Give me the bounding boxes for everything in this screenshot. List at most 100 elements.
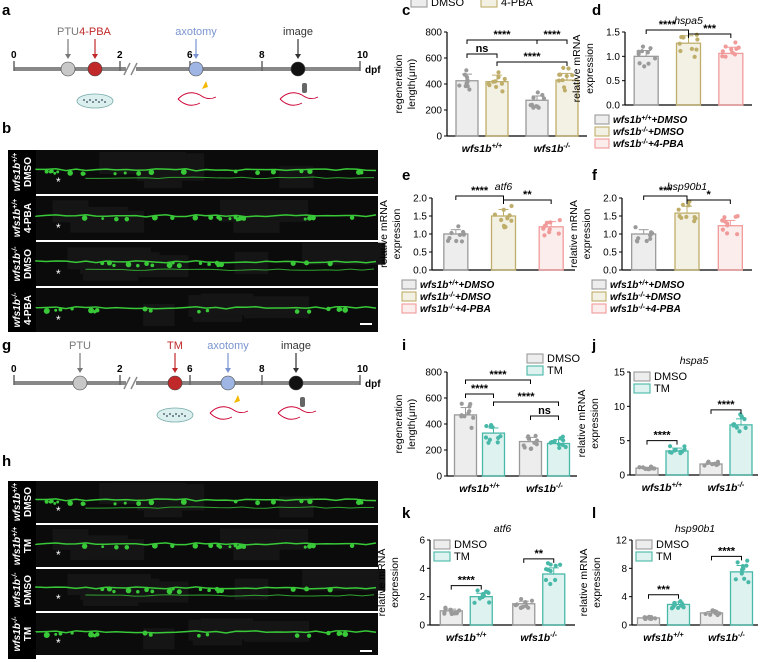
neuromast-bouton [151, 542, 158, 549]
neuromast-bouton [180, 168, 187, 175]
neuromast-bouton [342, 631, 349, 637]
neuromast-bouton [327, 261, 333, 267]
objective-icon [300, 397, 305, 407]
data-point [501, 207, 506, 212]
bar [718, 52, 744, 106]
data-point [645, 50, 650, 55]
timeline-tick-label: 8 [259, 50, 265, 61]
data-point [447, 236, 452, 241]
data-point [487, 600, 492, 605]
larva-icon [279, 92, 319, 106]
neuromast-bouton [270, 499, 276, 505]
data-point [723, 44, 728, 49]
neuromast-bouton [123, 171, 127, 175]
larva-icon [209, 406, 249, 420]
data-point [457, 83, 462, 88]
data-point [462, 72, 467, 77]
background-texture [112, 151, 187, 174]
neuromast-bouton [67, 170, 73, 176]
secondary-axon [85, 506, 375, 509]
data-point [556, 78, 562, 83]
timeline-a: 0 2 6 8 10 dpf PTU 4-PBA axotomy image [11, 26, 381, 109]
neuromast-bouton [207, 262, 211, 267]
significance-label: **** [523, 51, 541, 63]
y-tick-label: 1.5 [413, 212, 427, 223]
lateral-line-axon [35, 498, 377, 502]
neuromast-bouton [218, 587, 224, 594]
data-point [678, 599, 683, 604]
data-point [743, 425, 748, 430]
neuromast-bouton [124, 544, 130, 550]
egg-dot [95, 99, 97, 101]
chart-title: atf6 [494, 523, 512, 535]
y-tick-label: 4 [419, 564, 425, 575]
data-point [535, 104, 540, 109]
neuromast-bouton [218, 216, 223, 221]
data-point [695, 37, 700, 42]
significance-label: **** [659, 19, 677, 31]
legend-swatch [401, 303, 417, 314]
data-point [637, 61, 642, 66]
timeline-tick-label: 6 [187, 50, 193, 61]
data-point [454, 238, 459, 244]
data-point [529, 102, 535, 107]
data-point [667, 444, 673, 449]
data-point [679, 603, 684, 608]
y-axis-label: expression [391, 208, 403, 259]
data-point [490, 425, 495, 430]
data-point [449, 611, 454, 617]
data-point [496, 70, 501, 75]
y-tick-label: 2.0 [603, 194, 617, 205]
significance-label: **** [717, 399, 735, 411]
data-point [564, 73, 569, 79]
chart-c: 0 200 400 600 800 regeneration length(μm) ns ***… [393, 0, 587, 143]
data-point [703, 611, 708, 617]
data-point [457, 232, 463, 238]
neuromast-bouton [58, 631, 63, 636]
neuromast-bouton [208, 543, 214, 549]
x-category-label: wfs1b+/+ [643, 630, 684, 645]
significance-label: ** [534, 548, 543, 560]
neuromast-bouton [70, 631, 74, 635]
neuromast-bouton [336, 307, 342, 312]
data-point [723, 54, 728, 59]
neuromast-bouton [136, 170, 142, 176]
timeline-break-gap [126, 63, 136, 75]
y-tick-label: 0 [436, 132, 442, 143]
neuromast-bouton [56, 500, 60, 504]
timeline-label-axotomy: axotomy [175, 26, 217, 38]
data-point [449, 230, 454, 236]
neuromast-bouton [218, 261, 224, 268]
y-tick-label: 0.5 [413, 248, 427, 259]
neuromast-bouton [290, 260, 296, 266]
background-texture [80, 252, 160, 275]
neuromast-bouton [50, 499, 54, 504]
legend-swatch [594, 114, 610, 125]
neuromast-bouton [166, 262, 173, 269]
neuromast-bouton [192, 215, 199, 221]
data-point [468, 401, 473, 407]
neuromast-bouton [54, 632, 58, 636]
neuromast-bouton [192, 543, 199, 549]
micrograph-label-strip [8, 150, 36, 332]
legend-label: wfs1b-/-+4-PBA [420, 304, 491, 316]
timeline-label-ptu: PTU [69, 340, 91, 352]
legend-label: wfs1b+/++DMSO [420, 280, 495, 292]
data-point [680, 202, 686, 207]
data-point [548, 581, 553, 587]
neuromast-bouton [255, 500, 260, 506]
y-tick-label: 600 [425, 394, 442, 405]
neuromast-bouton [53, 171, 57, 175]
x-category-label: wfs1b-/- [534, 141, 571, 156]
neuromast-bouton [241, 216, 247, 221]
y-tick-label: 1.5 [603, 212, 617, 223]
y-tick-label: 2.0 [413, 194, 427, 205]
data-point [534, 438, 540, 443]
data-point [694, 32, 699, 37]
data-point [528, 446, 534, 451]
data-point [633, 225, 638, 230]
significance-bracket [536, 39, 568, 44]
neuromast-bouton [349, 215, 355, 220]
timeline-break-mark [130, 62, 138, 76]
